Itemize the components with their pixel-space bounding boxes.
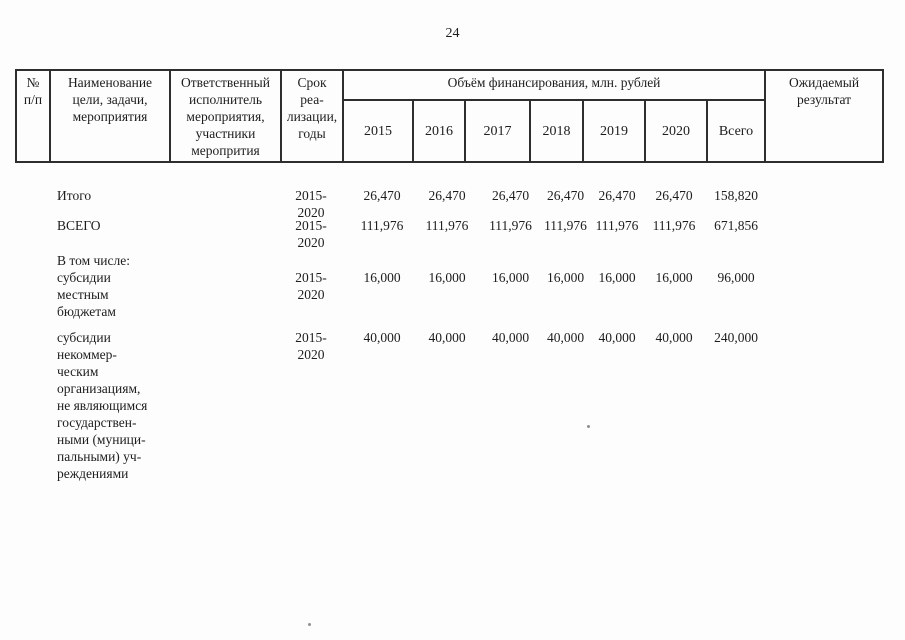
row-total-cell: 158,820 [714,188,758,203]
row-value-cell: 40,000 [363,330,401,345]
row-total-cell: 96,000 [717,270,755,285]
row-term-cell: 2015- 2020 [295,218,327,250]
header-cell-term: Срок реа- лизации, годы [280,69,344,163]
row-value-cell: 111,976 [652,218,696,233]
row-value-cell: 26,470 [655,188,693,203]
row-name-cell: субсидии некоммер- ческим организациям, … [57,330,148,481]
header-cell-total: Всего [705,98,767,164]
header-cell-year-2017: 2017 [464,98,531,164]
row-term-cell: 2015- 2020 [295,270,327,302]
header-cell-year-2016: 2016 [412,98,466,164]
row-term-cell: 2015- 2020 [295,330,327,362]
row-value-cell: 40,000 [598,330,636,345]
row-name-cell: Итого [57,188,92,203]
header-cell-year-2018: 2018 [529,98,584,164]
row-value-cell: 40,000 [491,330,530,345]
row-value-cell: 26,470 [491,188,530,203]
financing-table: № п/п Наименование цели, задачи, меропри… [15,69,885,164]
row-value-cell: 16,000 [598,270,636,285]
row-value-cell: 111,976 [360,218,404,233]
page-number: 24 [445,26,460,41]
row-name-cell: ВСЕГО [57,218,101,233]
row-term-cell: 2015- 2020 [295,188,327,220]
scan-speck [308,623,311,626]
header-cell-executor: Ответственный исполнитель мероприятия, у… [169,69,282,163]
row-value-cell: 40,000 [655,330,693,345]
row-value-cell: 16,000 [428,270,466,285]
header-cell-name: Наименование цели, задачи, мероприятия [49,69,171,163]
row-value-cell: 26,470 [598,188,636,203]
header-cell-year-2020: 2020 [644,98,708,164]
row-name-cell: В том числе: [57,253,130,268]
row-value-cell: 26,470 [428,188,466,203]
row-value-cell: 111,976 [489,218,532,233]
row-value-cell: 16,000 [655,270,693,285]
header-cell-year-2019: 2019 [582,98,646,164]
row-value-cell: 16,000 [363,270,401,285]
row-value-cell: 111,976 [595,218,639,233]
row-value-cell: 111,976 [544,218,587,233]
row-value-cell: 111,976 [425,218,469,233]
row-value-cell: 26,470 [363,188,401,203]
row-value-cell: 16,000 [491,270,530,285]
header-cell-expected: Ожидаемый результат [764,69,885,163]
row-total-cell: 240,000 [714,330,758,345]
scan-speck [587,425,590,428]
row-value-cell: 16,000 [546,270,585,285]
row-total-cell: 671,856 [714,218,758,233]
row-value-cell: 40,000 [428,330,466,345]
header-cell-financing: Объём финансирования, млн. рублей [341,69,767,101]
row-name-cell: субсидии местным бюджетам [57,270,116,319]
header-cell-num: № п/п [15,69,51,163]
header-cell-year-2015: 2015 [342,98,414,164]
row-value-cell: 26,470 [546,188,585,203]
row-value-cell: 40,000 [546,330,585,345]
